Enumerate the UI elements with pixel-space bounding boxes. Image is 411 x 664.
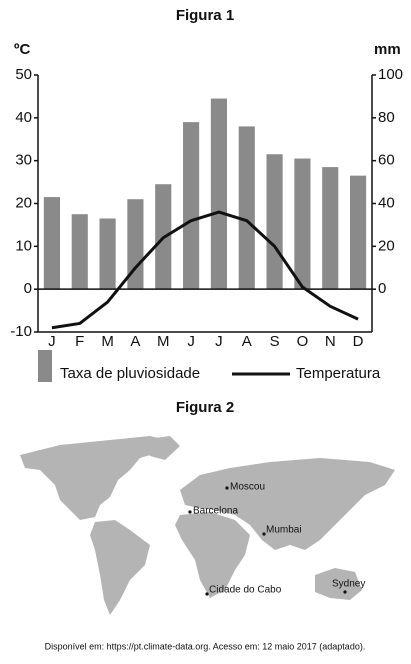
x-tick-label: J bbox=[48, 333, 56, 350]
greenland bbox=[140, 436, 180, 460]
city-markers bbox=[188, 486, 347, 596]
bar bbox=[322, 167, 339, 290]
x-tick-label: O bbox=[297, 333, 309, 350]
legend-label: Temperatura bbox=[296, 365, 381, 382]
y-tick-label: 50 bbox=[15, 66, 32, 83]
x-tick-label: M bbox=[101, 333, 114, 350]
figure-title: Figura 2 bbox=[176, 399, 234, 416]
y-tick-label: 10 bbox=[15, 237, 32, 254]
australia bbox=[315, 568, 362, 600]
x-tick-label: J bbox=[187, 333, 195, 350]
legend-swatch bbox=[38, 350, 52, 382]
y-tick-label: 20 bbox=[15, 194, 32, 211]
y-axis-label: ºC bbox=[14, 41, 30, 58]
bar bbox=[294, 158, 311, 290]
x-tick-label: D bbox=[353, 333, 364, 350]
africa bbox=[175, 512, 250, 598]
eurasia bbox=[180, 458, 395, 550]
bar bbox=[127, 199, 144, 290]
x-tick-label: M bbox=[157, 333, 170, 350]
x-tick-label: A bbox=[130, 333, 140, 350]
city-label: Cidade do Cabo bbox=[209, 585, 282, 596]
city-label: Sydney bbox=[332, 579, 365, 590]
city-label: Moscou bbox=[230, 482, 265, 493]
y-tick-label: -10 bbox=[10, 323, 32, 340]
x-tick-label: F bbox=[75, 333, 84, 350]
y2-tick-label: 60 bbox=[378, 152, 395, 169]
x-tick-label: S bbox=[270, 333, 280, 350]
x-tick-label: N bbox=[325, 333, 336, 350]
bar bbox=[99, 218, 116, 290]
south-america bbox=[90, 520, 150, 615]
y-tick-label: 40 bbox=[15, 109, 32, 126]
line bbox=[51, 210, 359, 330]
bar bbox=[238, 126, 255, 290]
bar bbox=[183, 122, 200, 290]
y2-tick-label: 40 bbox=[378, 194, 395, 211]
y-tick-label: 0 bbox=[24, 280, 32, 297]
bar bbox=[350, 175, 367, 290]
bar bbox=[43, 197, 60, 290]
y2-tick-label: 20 bbox=[378, 237, 395, 254]
x-tick-label: J bbox=[215, 333, 223, 350]
y2-tick-label: 0 bbox=[378, 280, 386, 297]
x-tick-label: A bbox=[242, 333, 252, 350]
bar bbox=[210, 98, 227, 290]
y-tick-label: 30 bbox=[15, 152, 32, 169]
bar bbox=[266, 154, 283, 290]
legend-label: Taxa de pluviosidade bbox=[60, 365, 200, 382]
city-label: Barcelona bbox=[193, 506, 238, 517]
y2-tick-label: 100 bbox=[378, 66, 403, 83]
chart-title: Figura 1 bbox=[176, 7, 234, 24]
y2-axis-label: mm bbox=[374, 41, 401, 58]
city-label: Mumbai bbox=[266, 525, 302, 536]
north-america bbox=[20, 436, 175, 520]
source: Disponível em: https://pt.climate-data.o… bbox=[45, 641, 366, 651]
y2-tick-label: 80 bbox=[378, 109, 395, 126]
bar bbox=[71, 214, 88, 290]
world-map bbox=[20, 436, 395, 615]
